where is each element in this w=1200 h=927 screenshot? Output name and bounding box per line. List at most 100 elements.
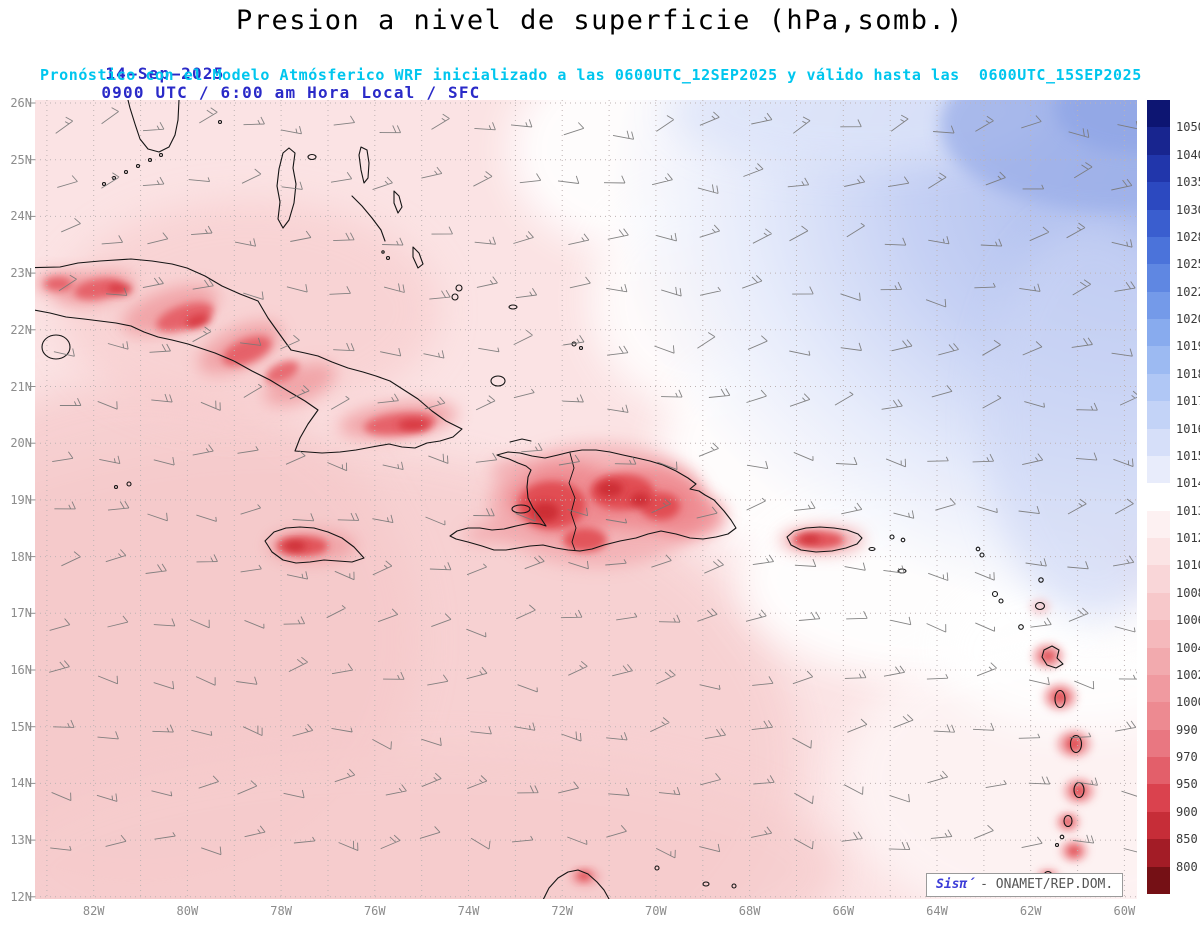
colorbar-cell (1147, 729, 1170, 757)
colorbar-cell (1147, 236, 1170, 265)
isla-juventud (41, 334, 71, 360)
bimini (217, 119, 223, 125)
florida-keys (135, 163, 141, 169)
colorbar-label: 1040 (1176, 147, 1200, 162)
colorbar-cell (1147, 127, 1170, 155)
axis-ticks (29, 102, 35, 898)
watermark-brand: Sisπ́ (936, 877, 976, 892)
acklins-island (451, 293, 459, 301)
colorbar-cell (1147, 647, 1170, 675)
colorbar-cell (1147, 510, 1170, 538)
colorbar-label: 1006 (1176, 613, 1200, 628)
colorbar-cell (1147, 182, 1170, 210)
colorbar-cell (1147, 401, 1170, 429)
forecast-line: Pronóstico con el Modelo Atmósferico WRF… (40, 66, 1142, 84)
colorbar-label: 800 (1176, 859, 1198, 874)
colorbar-cell (1147, 154, 1170, 183)
colorbar-label: 1012 (1176, 531, 1200, 546)
colorbar-label: 1050 (1176, 120, 1200, 135)
lat-label: 22N (10, 322, 32, 337)
colorbar-cell (1147, 291, 1170, 319)
nevis (998, 598, 1004, 604)
eleuthera-island (358, 146, 370, 184)
lat-label: 21N (10, 379, 32, 394)
grenadines (1054, 842, 1060, 848)
lat-label: 18N (10, 549, 32, 564)
ragged-island (381, 250, 385, 254)
crooked-island (455, 284, 463, 292)
colorbar-label: 1035 (1176, 175, 1200, 190)
datetime-line: 14—Sep—2025 0900 UTC / 6:00 am Hora Loca… (0, 45, 1200, 121)
lat-label: 16N (10, 663, 32, 677)
lat-label: 20N (10, 436, 32, 451)
hispaniola-coastline (449, 449, 737, 552)
valid-time: 0900 UTC / 6:00 am Hora Local / SFC (101, 83, 481, 102)
watermark-text: - ONAMET/REP.DOM. (980, 877, 1114, 892)
colorbar-label: 850 (1176, 832, 1198, 847)
colorbar-label: 1016 (1176, 421, 1200, 436)
colorbar-cell (1147, 455, 1170, 484)
graticule-grid (35, 100, 1137, 899)
colorbar-cell (1147, 538, 1170, 566)
exuma-chain (351, 195, 386, 242)
colorbar-cell (1147, 866, 1170, 894)
cuba-coastline (35, 258, 463, 454)
colorbar-cell (1147, 839, 1170, 867)
colorbar-label: 1014 (1176, 476, 1200, 491)
puerto-rico-coastline (786, 526, 863, 553)
new-providence (307, 153, 317, 161)
aruba (654, 865, 660, 871)
colorbar-cell (1147, 702, 1170, 730)
long-island-bahamas (412, 246, 424, 269)
colorbar-cell (1147, 209, 1170, 237)
st-vincent (1063, 814, 1073, 828)
colorbar-label: 1002 (1176, 667, 1200, 682)
jamaica-coastline (264, 526, 365, 564)
lat-label: 26N (10, 96, 32, 110)
bonaire (731, 883, 737, 889)
lon-label: 64W (926, 904, 948, 918)
lon-label: 60W (1113, 904, 1136, 918)
curacao (702, 881, 710, 887)
lon-label: 62W (1019, 904, 1042, 918)
watermark: Sisπ́ - ONAMET/REP.DOM. (926, 873, 1124, 897)
colorbar-label: 1015 (1176, 448, 1200, 463)
tortola (900, 537, 906, 543)
colorbar-label: 990 (1176, 722, 1198, 737)
colorbar-label: 1019 (1176, 339, 1200, 354)
colorbar-label: 1017 (1176, 394, 1200, 409)
lat-label: 14N (10, 776, 32, 791)
lon-label: 66W (832, 904, 855, 918)
lat-label: 17N (10, 606, 32, 621)
valid-date: 14—Sep—2025 (105, 64, 225, 83)
lat-label: 15N (10, 719, 32, 734)
colorbar (1147, 100, 1170, 894)
colorbar-label: 950 (1176, 777, 1198, 792)
lon-label: 82W (82, 904, 105, 918)
colorbar-cell (1147, 483, 1170, 511)
vieques (868, 546, 876, 552)
colorbar-cell (1147, 264, 1170, 292)
lon-label: 80W (176, 904, 199, 918)
tortuga-island (509, 438, 532, 443)
lon-label: 70W (645, 904, 667, 918)
colorbar-label: 1022 (1176, 284, 1200, 299)
colorbar-cell (1147, 620, 1170, 648)
turks-islands (578, 345, 584, 351)
colorbar-cell (1147, 373, 1170, 402)
coastlines (35, 100, 1085, 899)
cayman-islands (113, 484, 119, 490)
colorbar-cell (1147, 100, 1170, 128)
colorbar-label: 1013 (1176, 503, 1200, 518)
page-title: Presion a nivel de superficie (hPa,somb.… (236, 5, 964, 36)
colorbar-label: 1028 (1176, 229, 1200, 244)
colorbar-label: 1020 (1176, 312, 1200, 327)
colorbar-label: 900 (1176, 804, 1198, 819)
colorbar-label: 1018 (1176, 366, 1200, 381)
colorbar-label: 970 (1176, 750, 1198, 765)
andros-island (276, 147, 297, 229)
martinique (1069, 734, 1083, 754)
